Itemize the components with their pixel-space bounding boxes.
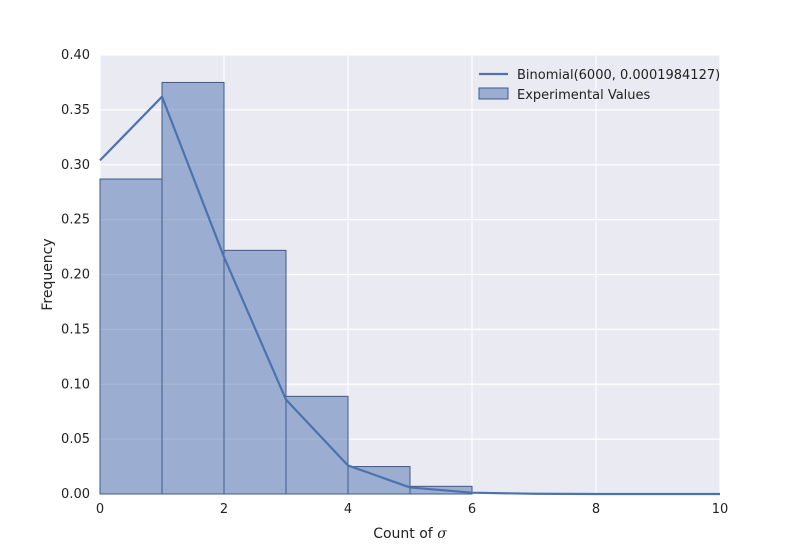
tick-labels: 0 2 4 6 8 10 0.00 0.05 0.10 0.15 0.20 0.25 0.30 0.35 0… — [61, 48, 728, 517]
legend-bar-swatch — [478, 87, 509, 100]
histogram-bar — [223, 249, 287, 495]
histogram-bar — [99, 178, 163, 495]
histogram-bar — [347, 466, 411, 495]
x-axis-label: Count of σ — [373, 526, 447, 542]
histogram-bars — [99, 81, 473, 495]
y-tick-label: 0.00 — [61, 487, 90, 502]
y-tick-label: 0.10 — [61, 377, 90, 392]
y-tick-label: 0.40 — [61, 48, 90, 63]
y-tick-label: 0.35 — [61, 103, 90, 118]
x-tick-label: 10 — [712, 502, 729, 517]
legend-line-label: Binomial(6000, 0.0001984127) — [517, 68, 720, 83]
binomial-line-layer — [99, 95, 720, 496]
histogram-bar — [161, 81, 225, 495]
y-tick-label: 0.30 — [61, 158, 90, 173]
x-axis-label-text: Count of — [373, 526, 437, 542]
histogram-bar — [285, 395, 349, 495]
y-tick-label: 0.25 — [61, 213, 90, 228]
x-tick-label: 0 — [96, 502, 104, 517]
y-tick-label: 0.20 — [61, 268, 90, 283]
x-tick-label: 2 — [220, 502, 228, 517]
x-tick-label: 6 — [468, 502, 476, 517]
x-axis-label-symbol: σ — [437, 526, 447, 542]
y-axis-label: Frequency — [40, 238, 56, 310]
y-tick-label: 0.15 — [61, 322, 90, 337]
legend: Binomial(6000, 0.0001984127) Experimenta… — [478, 68, 720, 103]
x-tick-label: 8 — [592, 502, 600, 517]
legend-bar-label: Experimental Values — [517, 88, 651, 103]
x-tick-label: 4 — [344, 502, 352, 517]
y-tick-label: 0.05 — [61, 432, 90, 447]
binomial-line — [99, 95, 720, 496]
